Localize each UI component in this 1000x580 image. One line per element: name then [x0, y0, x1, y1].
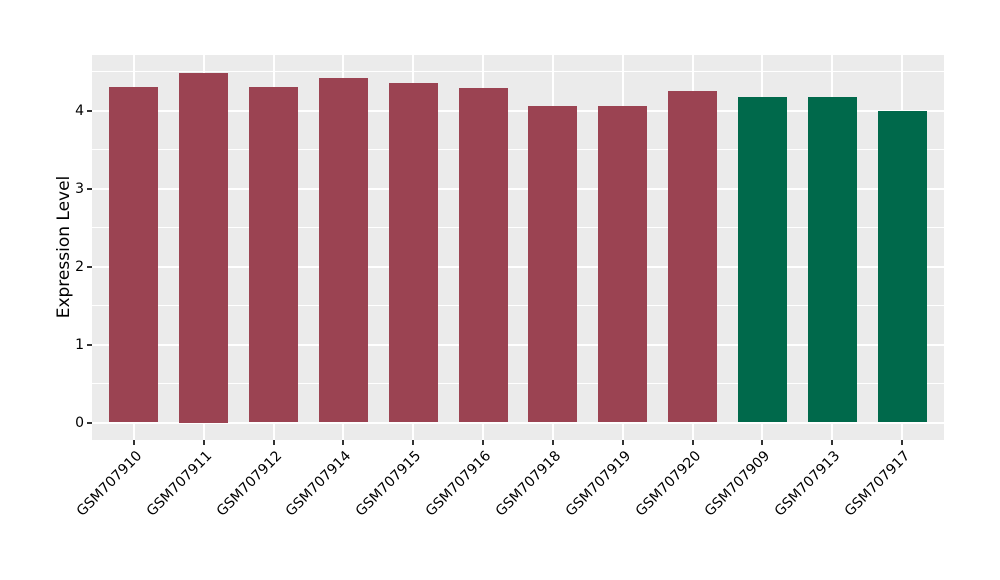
x-tick-mark: [132, 440, 135, 445]
bar-GSM707916: [458, 88, 508, 423]
x-tick-label-GSM707916: GSM707916: [422, 448, 495, 520]
gridline-minor: [92, 227, 944, 229]
x-tick-label-GSM707918: GSM707918: [492, 448, 565, 520]
gridline-minor: [92, 305, 944, 307]
gridline-minor: [92, 383, 944, 385]
bar-GSM707910: [109, 86, 159, 423]
x-tick-mark: [412, 440, 415, 445]
gridline-major: [92, 265, 944, 268]
x-tick-mark: [831, 440, 834, 445]
gridline-major: [92, 421, 944, 424]
bar-GSM707918: [528, 106, 578, 423]
gridline-major: [92, 109, 944, 112]
bar-GSM707911: [179, 72, 229, 423]
bar-GSM707912: [249, 86, 298, 423]
gridline-major: [92, 187, 944, 190]
x-tick-label-GSM707912: GSM707912: [213, 448, 285, 520]
bar-GSM707914: [318, 77, 368, 423]
x-tick-label-GSM707917: GSM707917: [841, 448, 914, 520]
bar-GSM707909: [737, 96, 787, 423]
y-tick-label: 4: [75, 102, 84, 119]
x-tick-mark: [551, 440, 554, 445]
x-tick-label-GSM707913: GSM707913: [771, 448, 844, 520]
x-tick-mark: [901, 440, 904, 445]
bar-GSM707920: [668, 91, 718, 423]
plot-panel: [92, 55, 944, 440]
y-axis-title: Expression Level: [54, 175, 74, 319]
y-tick-mark: [87, 343, 92, 346]
gridline-minor: [92, 71, 944, 73]
y-tick-label: 1: [75, 336, 84, 353]
x-tick-mark: [272, 440, 275, 445]
y-tick-mark: [87, 265, 92, 268]
y-tick-label: 0: [75, 414, 84, 431]
x-tick-label-GSM707910: GSM707910: [73, 448, 146, 520]
x-tick-mark: [621, 440, 624, 445]
y-tick-mark: [87, 421, 92, 424]
bar-GSM707917: [877, 110, 927, 423]
x-tick-label-GSM707911: GSM707911: [143, 448, 216, 520]
gridline-minor: [92, 149, 944, 151]
x-tick-label-GSM707919: GSM707919: [562, 448, 635, 520]
bar-GSM707913: [807, 97, 857, 423]
y-tick-mark: [87, 109, 92, 112]
x-tick-mark: [342, 440, 345, 445]
x-tick-label-GSM707915: GSM707915: [352, 448, 425, 520]
x-tick-label-GSM707909: GSM707909: [702, 448, 774, 520]
y-tick-label: 2: [75, 258, 84, 275]
x-tick-label-GSM707914: GSM707914: [283, 448, 355, 520]
x-tick-label-GSM707920: GSM707920: [632, 448, 704, 520]
y-tick-label: 3: [75, 180, 84, 197]
x-tick-mark: [691, 440, 694, 445]
bar-GSM707915: [388, 82, 438, 423]
x-tick-mark: [761, 440, 764, 445]
y-tick-mark: [87, 187, 92, 190]
x-tick-mark: [482, 440, 485, 445]
x-tick-mark: [202, 440, 205, 445]
gridline-major: [92, 343, 944, 346]
bar-GSM707919: [598, 106, 648, 423]
